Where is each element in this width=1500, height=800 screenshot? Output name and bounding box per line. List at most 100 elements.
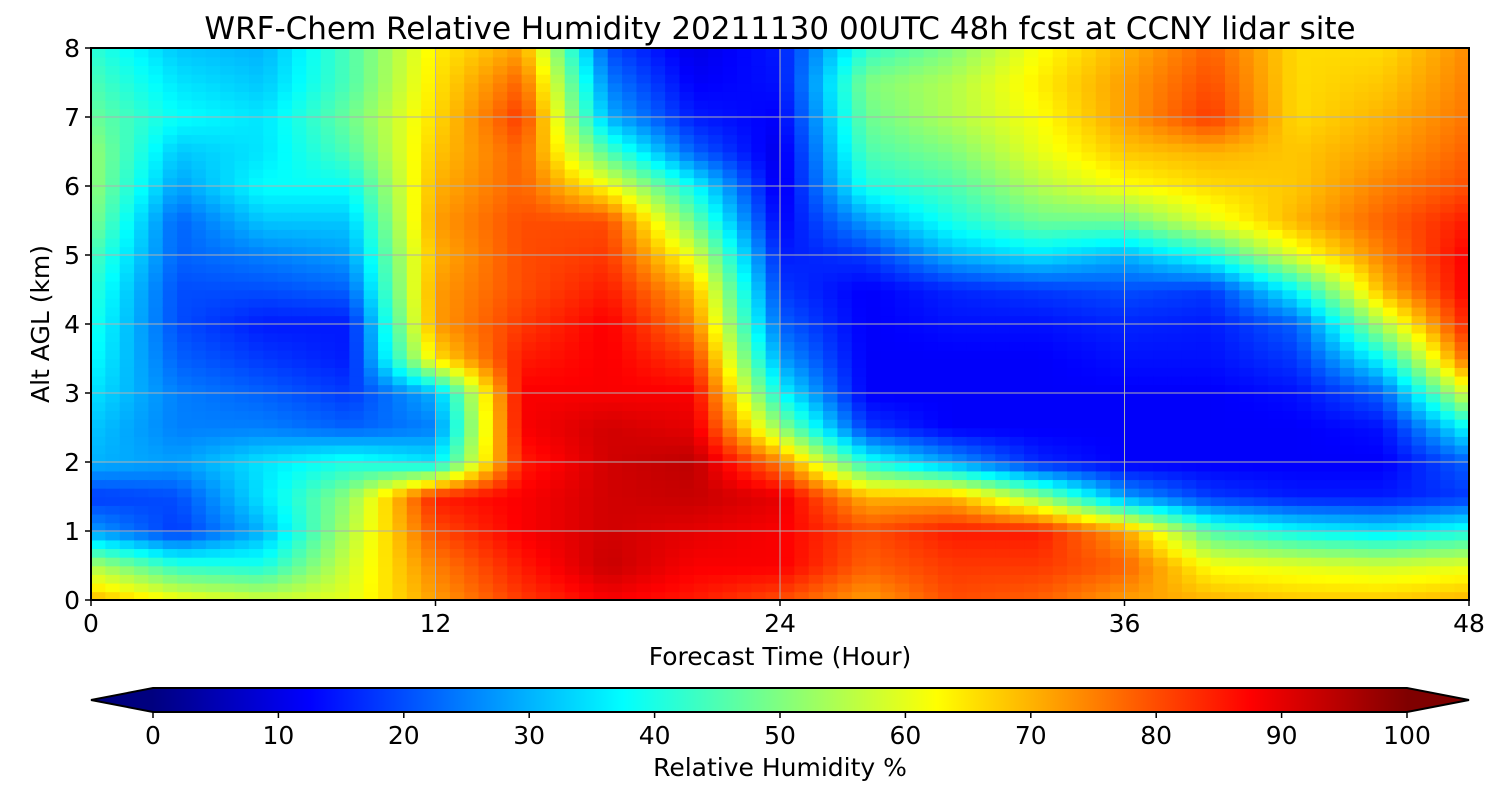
heatmap-cell xyxy=(349,418,365,429)
heatmap-cell xyxy=(794,117,810,127)
heatmap-cell xyxy=(105,56,121,67)
heatmap-cell xyxy=(650,263,666,274)
heatmap-cell xyxy=(335,125,351,136)
heatmap-cell xyxy=(650,367,666,377)
heatmap-cell xyxy=(837,48,853,58)
heatmap-cell xyxy=(535,324,552,334)
heatmap-cell xyxy=(1009,436,1025,446)
heatmap-cell xyxy=(306,160,322,170)
heatmap-cell xyxy=(1110,375,1126,386)
heatmap-cell xyxy=(808,306,824,317)
heatmap-cell xyxy=(306,556,322,567)
heatmap-cell xyxy=(91,142,107,153)
heatmap-cell xyxy=(952,82,968,92)
heatmap-cell xyxy=(363,315,379,325)
heatmap-cell xyxy=(622,186,638,196)
heatmap-cell xyxy=(550,177,566,187)
heatmap-cell xyxy=(593,117,609,127)
heatmap-cell xyxy=(636,134,652,144)
heatmap-cell xyxy=(277,444,293,455)
heatmap-cell xyxy=(435,539,451,550)
heatmap-cell xyxy=(478,203,494,213)
heatmap-cell xyxy=(995,574,1011,584)
heatmap-cell xyxy=(1110,462,1126,472)
heatmap-cell xyxy=(492,186,509,196)
heatmap-cell xyxy=(780,272,796,282)
heatmap-cell xyxy=(1196,548,1212,558)
heatmap-cell xyxy=(880,280,896,291)
heatmap-cell xyxy=(148,82,164,92)
heatmap-cell xyxy=(837,548,853,558)
heatmap-cell xyxy=(335,341,351,351)
heatmap-cell xyxy=(1181,427,1198,437)
heatmap-cell xyxy=(1067,237,1083,248)
heatmap-cell xyxy=(952,91,968,101)
heatmap-cell xyxy=(751,73,767,84)
heatmap-cell xyxy=(765,237,781,248)
heatmap-cell xyxy=(923,401,939,412)
heatmap-cell xyxy=(909,73,925,84)
heatmap-cell xyxy=(1052,453,1068,463)
heatmap-cell xyxy=(1196,418,1212,429)
heatmap-cell xyxy=(205,272,221,282)
heatmap-cell xyxy=(722,444,738,455)
heatmap-cell xyxy=(421,108,437,118)
heatmap-cell xyxy=(320,444,336,455)
heatmap-cell xyxy=(1196,142,1212,153)
heatmap-cell xyxy=(1196,496,1212,506)
heatmap-cell xyxy=(248,436,265,446)
heatmap-cell xyxy=(492,134,509,144)
heatmap-cell xyxy=(636,582,652,593)
heatmap-cell xyxy=(794,427,810,437)
heatmap-cell xyxy=(765,56,781,67)
heatmap-cell xyxy=(751,574,767,584)
heatmap-cell xyxy=(1138,427,1154,437)
heatmap-cell xyxy=(1052,306,1068,317)
heatmap-cell xyxy=(1138,401,1154,412)
heatmap-cell xyxy=(234,237,250,248)
heatmap-cell xyxy=(492,505,509,515)
heatmap-cell xyxy=(1124,582,1140,593)
heatmap-cell xyxy=(492,272,509,282)
heatmap-cell xyxy=(1181,255,1198,265)
heatmap-cell xyxy=(521,134,537,144)
heatmap-cell xyxy=(880,367,896,377)
heatmap-cell xyxy=(277,73,293,84)
heatmap-cell xyxy=(291,479,308,489)
heatmap-cell xyxy=(1067,263,1083,274)
heatmap-cell xyxy=(320,229,336,239)
heatmap-cell xyxy=(248,229,265,239)
heatmap-cell xyxy=(134,298,150,308)
heatmap-cell xyxy=(378,556,394,567)
heatmap-cell xyxy=(751,462,767,472)
heatmap-cell xyxy=(464,203,480,213)
heatmap-cell xyxy=(837,263,853,274)
heatmap-cell xyxy=(1110,505,1126,515)
heatmap-cell xyxy=(607,453,623,463)
heatmap-cell xyxy=(320,556,336,567)
heatmap-cell xyxy=(1024,531,1040,541)
heatmap-cell xyxy=(134,565,150,575)
heatmap-cell xyxy=(937,410,954,420)
heatmap-cell xyxy=(1181,384,1198,394)
heatmap-cell xyxy=(952,349,968,360)
heatmap-cell xyxy=(449,444,465,455)
heatmap-cell xyxy=(909,470,925,481)
heatmap-cell xyxy=(291,539,308,550)
heatmap-cell xyxy=(937,375,954,386)
heatmap-cell xyxy=(277,565,293,575)
heatmap-cell xyxy=(91,531,107,541)
heatmap-cell xyxy=(162,280,178,291)
heatmap-cell xyxy=(392,48,408,58)
heatmap-cell xyxy=(349,505,365,515)
heatmap-field xyxy=(91,48,1470,601)
heatmap-cell xyxy=(622,522,638,532)
heatmap-cell xyxy=(248,444,265,455)
heatmap-cell xyxy=(1081,65,1097,75)
heatmap-cell xyxy=(220,134,236,144)
heatmap-cell xyxy=(866,505,882,515)
heatmap-cell xyxy=(277,531,293,541)
heatmap-cell xyxy=(607,263,623,274)
heatmap-cell xyxy=(765,591,781,601)
heatmap-cell xyxy=(693,324,710,334)
